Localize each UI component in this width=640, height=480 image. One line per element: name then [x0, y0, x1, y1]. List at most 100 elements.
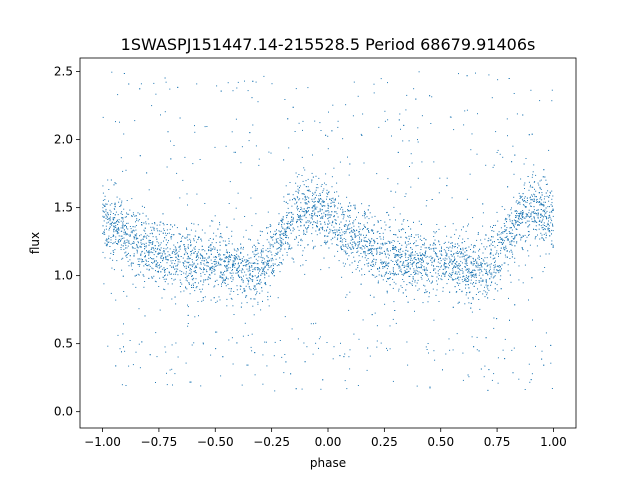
data-point	[478, 291, 479, 293]
data-point	[287, 223, 289, 225]
data-point	[296, 202, 297, 204]
data-point	[408, 238, 410, 240]
data-point	[438, 240, 440, 242]
data-point	[479, 308, 481, 310]
data-point	[425, 272, 427, 274]
data-point	[363, 245, 365, 247]
data-point	[514, 257, 516, 259]
data-point	[552, 247, 554, 248]
data-point	[117, 241, 119, 243]
data-point	[227, 256, 229, 258]
data-point	[402, 250, 404, 252]
data-point	[397, 259, 399, 261]
data-point	[196, 259, 198, 261]
data-point	[267, 248, 269, 250]
data-point	[492, 236, 494, 238]
data-point	[446, 235, 448, 237]
data-point	[118, 232, 120, 234]
data-point	[390, 272, 392, 274]
data-point	[422, 253, 423, 255]
data-point	[324, 201, 325, 203]
data-point	[528, 134, 530, 136]
data-point	[392, 380, 394, 382]
data-point	[194, 251, 196, 252]
data-point	[472, 251, 474, 253]
data-point	[298, 216, 300, 218]
data-point	[193, 263, 195, 265]
data-point	[351, 229, 353, 231]
data-point	[315, 342, 317, 344]
data-point	[114, 206, 116, 208]
data-point	[107, 242, 109, 243]
data-point	[227, 261, 229, 263]
data-point	[272, 244, 274, 246]
data-point	[248, 281, 249, 283]
data-point	[234, 258, 236, 259]
data-point	[258, 275, 259, 277]
data-point	[144, 243, 145, 245]
data-point	[156, 228, 158, 230]
data-point	[236, 289, 238, 291]
data-point	[499, 266, 501, 268]
data-point	[191, 222, 193, 224]
data-point	[494, 282, 496, 284]
data-point	[207, 265, 209, 267]
data-point	[460, 248, 462, 250]
data-point	[122, 333, 124, 335]
data-point	[519, 214, 520, 216]
data-point	[421, 161, 423, 163]
data-point	[493, 373, 495, 375]
data-point	[533, 181, 535, 183]
data-point	[320, 245, 322, 247]
data-point	[417, 262, 419, 264]
data-point	[219, 257, 221, 259]
data-point	[158, 267, 160, 269]
data-point	[115, 236, 117, 238]
data-point	[109, 220, 111, 222]
data-point	[342, 209, 344, 211]
data-point	[433, 350, 435, 352]
data-point	[124, 216, 126, 218]
data-point	[206, 261, 208, 263]
data-point	[432, 244, 434, 246]
data-point	[472, 257, 474, 259]
data-point	[321, 191, 323, 193]
data-point	[209, 277, 211, 279]
data-point	[299, 218, 301, 220]
data-point	[383, 275, 385, 277]
data-point	[131, 242, 133, 244]
data-point	[407, 271, 409, 273]
data-point	[306, 189, 308, 191]
data-point	[480, 263, 482, 265]
data-point	[144, 264, 146, 265]
data-point	[338, 260, 340, 262]
data-point	[248, 260, 250, 262]
data-point	[156, 224, 158, 226]
data-point	[160, 252, 162, 254]
data-point	[312, 218, 313, 220]
data-point	[244, 290, 246, 292]
data-point	[347, 205, 349, 207]
data-point	[457, 247, 458, 249]
data-point	[548, 196, 550, 198]
data-point	[536, 201, 538, 203]
data-point	[524, 234, 526, 236]
data-point	[339, 227, 341, 229]
data-point	[495, 131, 497, 133]
data-point	[198, 282, 199, 284]
data-point	[425, 269, 427, 271]
data-point	[232, 272, 234, 274]
data-point	[488, 289, 490, 291]
data-point	[405, 109, 407, 111]
data-point	[313, 210, 315, 212]
data-point	[155, 265, 157, 267]
data-point	[366, 222, 368, 224]
data-point	[120, 235, 122, 237]
data-point	[131, 232, 133, 234]
data-point	[504, 262, 506, 264]
data-point	[291, 257, 293, 259]
data-point	[546, 183, 548, 185]
data-point	[302, 129, 303, 131]
data-point	[252, 246, 253, 248]
data-point	[365, 251, 366, 253]
